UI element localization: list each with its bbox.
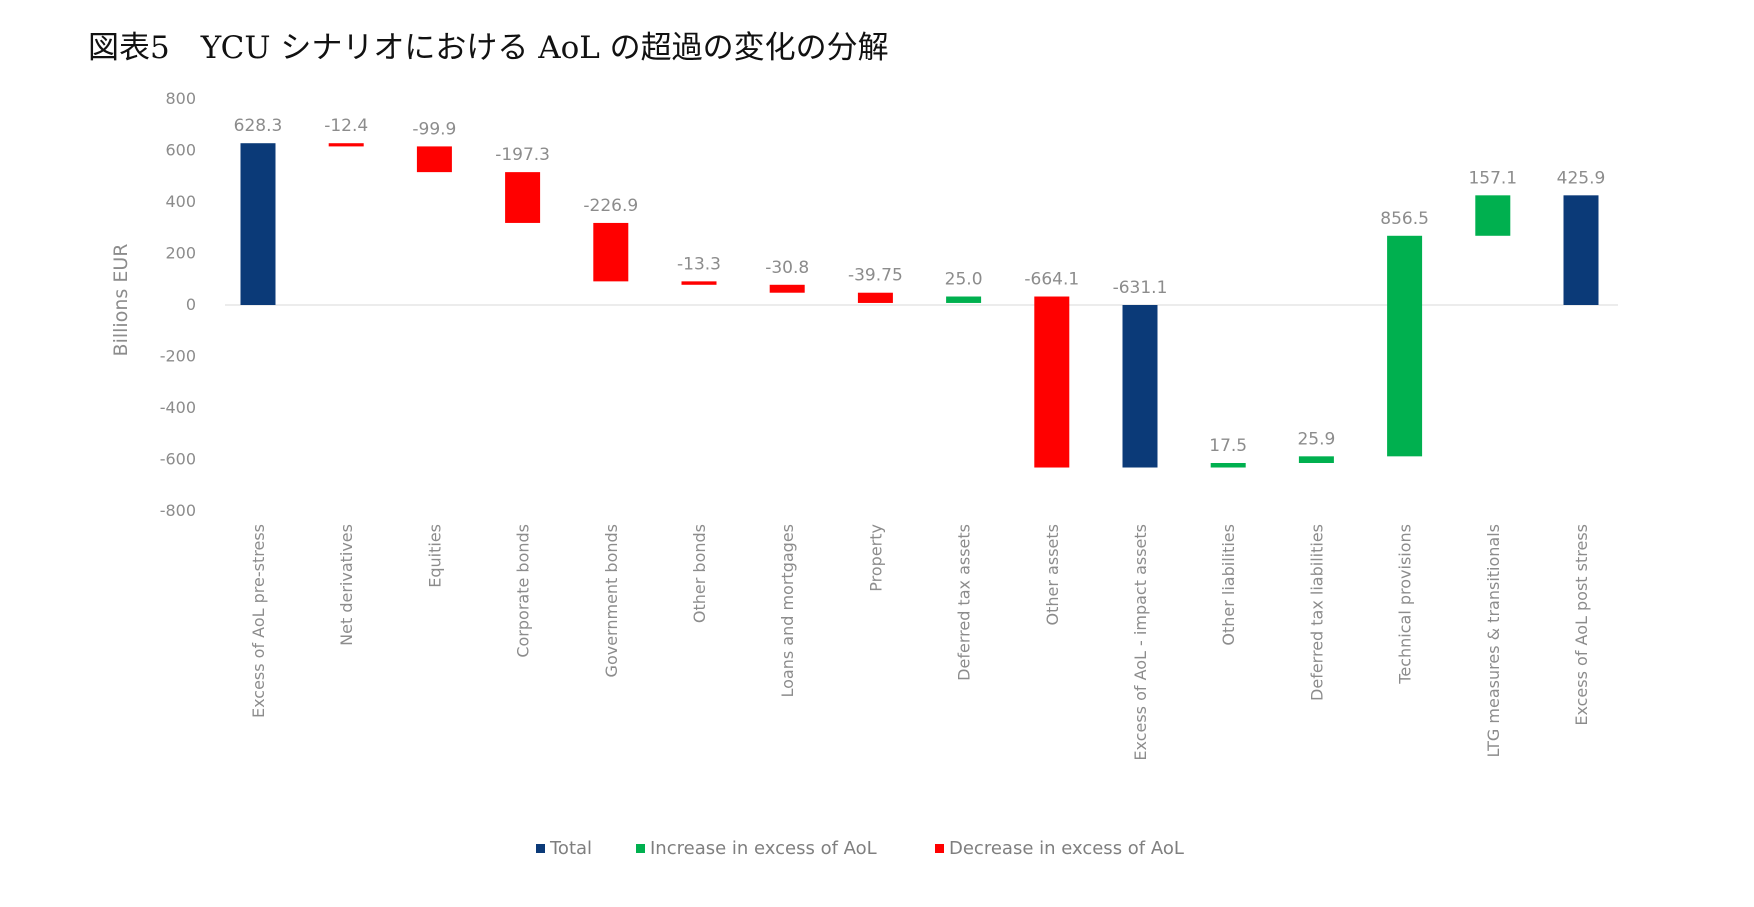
legend-swatch-increase: [636, 844, 645, 853]
data-label: 856.5: [1380, 209, 1429, 229]
data-label: -664.1: [1024, 270, 1079, 290]
data-label: -197.3: [495, 145, 550, 165]
bar-increase: [1210, 463, 1246, 468]
x-tick-label: Property: [866, 524, 885, 592]
data-label: -226.9: [583, 196, 638, 216]
x-tick-label: Corporate bonds: [514, 524, 533, 658]
x-axis: Excess of AoL pre-stress Net derivatives E…: [249, 524, 1591, 761]
data-label: 17.5: [1209, 436, 1247, 456]
y-tick-label: 200: [165, 244, 196, 263]
x-tick-label: Technical provisions: [1396, 524, 1415, 685]
y-axis: 800 600 400 200 0 -200 -400 -600 -800: [160, 89, 196, 520]
data-label: -30.8: [765, 258, 809, 278]
bar-decrease: [416, 146, 452, 173]
bar-increase: [946, 296, 982, 303]
bar-decrease: [1034, 296, 1070, 468]
bar-decrease: [857, 292, 893, 303]
x-tick-label: Other assets: [1043, 524, 1062, 625]
y-tick-label: 0: [186, 295, 196, 314]
x-tick-label: LTG measures & transitionals: [1484, 524, 1503, 758]
y-tick-label: 600: [165, 141, 196, 160]
legend: Total Increase in excess of AoL Decrease i…: [536, 838, 1184, 859]
y-tick-label: -400: [160, 398, 196, 417]
bar-total: [1122, 305, 1158, 468]
x-tick-label: Deferred tax assets: [955, 524, 974, 681]
y-tick-label: -600: [160, 450, 196, 469]
bar-decrease: [681, 281, 717, 285]
bar-total: [240, 143, 276, 305]
x-tick-label: Other liabilities: [1219, 524, 1238, 646]
page-title: 図表5 YCU シナリオにおける AoL の超過の変化の分解: [88, 30, 889, 66]
data-label: -99.9: [412, 119, 456, 139]
data-labels: 628.3 -12.4 -99.9 -197.3 -226.9 -13.3 -30.8 -39…: [234, 116, 1606, 456]
bar-decrease: [328, 143, 364, 147]
x-tick-label: Deferred tax liabilities: [1307, 524, 1326, 701]
x-tick-label: Loans and mortgages: [778, 524, 797, 698]
x-tick-label: Excess of AoL post stress: [1572, 524, 1591, 726]
legend-label-total: Total: [549, 838, 592, 859]
x-tick-label: Excess of AoL - impact assets: [1131, 524, 1150, 761]
x-tick-label: Government bonds: [602, 524, 621, 677]
bar-total: [1563, 195, 1599, 305]
bar-increase: [1298, 456, 1334, 464]
data-label: 25.0: [945, 270, 983, 290]
bar-decrease: [505, 172, 541, 223]
data-label: -12.4: [324, 116, 368, 136]
legend-swatch-decrease: [935, 844, 944, 853]
legend-label-decrease: Decrease in excess of AoL: [949, 838, 1184, 859]
y-axis-label: Billions EUR: [110, 244, 132, 357]
legend-label-increase: Increase in excess of AoL: [650, 838, 877, 859]
data-label: -631.1: [1113, 278, 1168, 298]
legend-swatch-total: [536, 844, 545, 853]
bars: [240, 143, 1599, 468]
data-label: -13.3: [677, 254, 721, 274]
x-tick-label: Net derivatives: [337, 524, 356, 646]
y-tick-label: 400: [165, 192, 196, 211]
data-label: 157.1: [1468, 168, 1517, 188]
bar-decrease: [593, 222, 629, 282]
x-tick-label: Other bonds: [690, 524, 709, 623]
data-label: 425.9: [1557, 168, 1606, 188]
y-tick-label: -200: [160, 347, 196, 366]
bar-increase: [1475, 195, 1511, 236]
bar-decrease: [769, 284, 805, 293]
bar-increase: [1387, 235, 1423, 457]
y-tick-label: -800: [160, 501, 196, 520]
data-label: 25.9: [1297, 429, 1335, 449]
x-tick-label: Equities: [425, 524, 444, 588]
y-tick-label: 800: [165, 89, 196, 108]
data-label: -39.75: [848, 266, 903, 286]
data-label: 628.3: [234, 116, 283, 136]
x-tick-label: Excess of AoL pre-stress: [249, 524, 268, 718]
